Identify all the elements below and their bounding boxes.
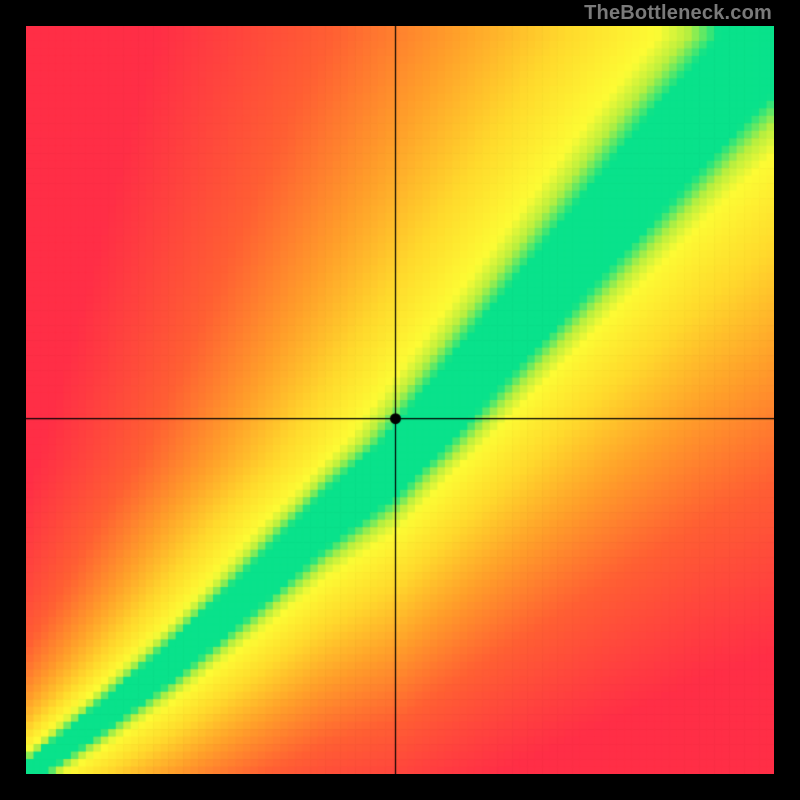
chart-container: TheBottleneck.com (0, 0, 800, 800)
bottleneck-heatmap (26, 26, 774, 774)
watermark-text: TheBottleneck.com (584, 2, 772, 25)
